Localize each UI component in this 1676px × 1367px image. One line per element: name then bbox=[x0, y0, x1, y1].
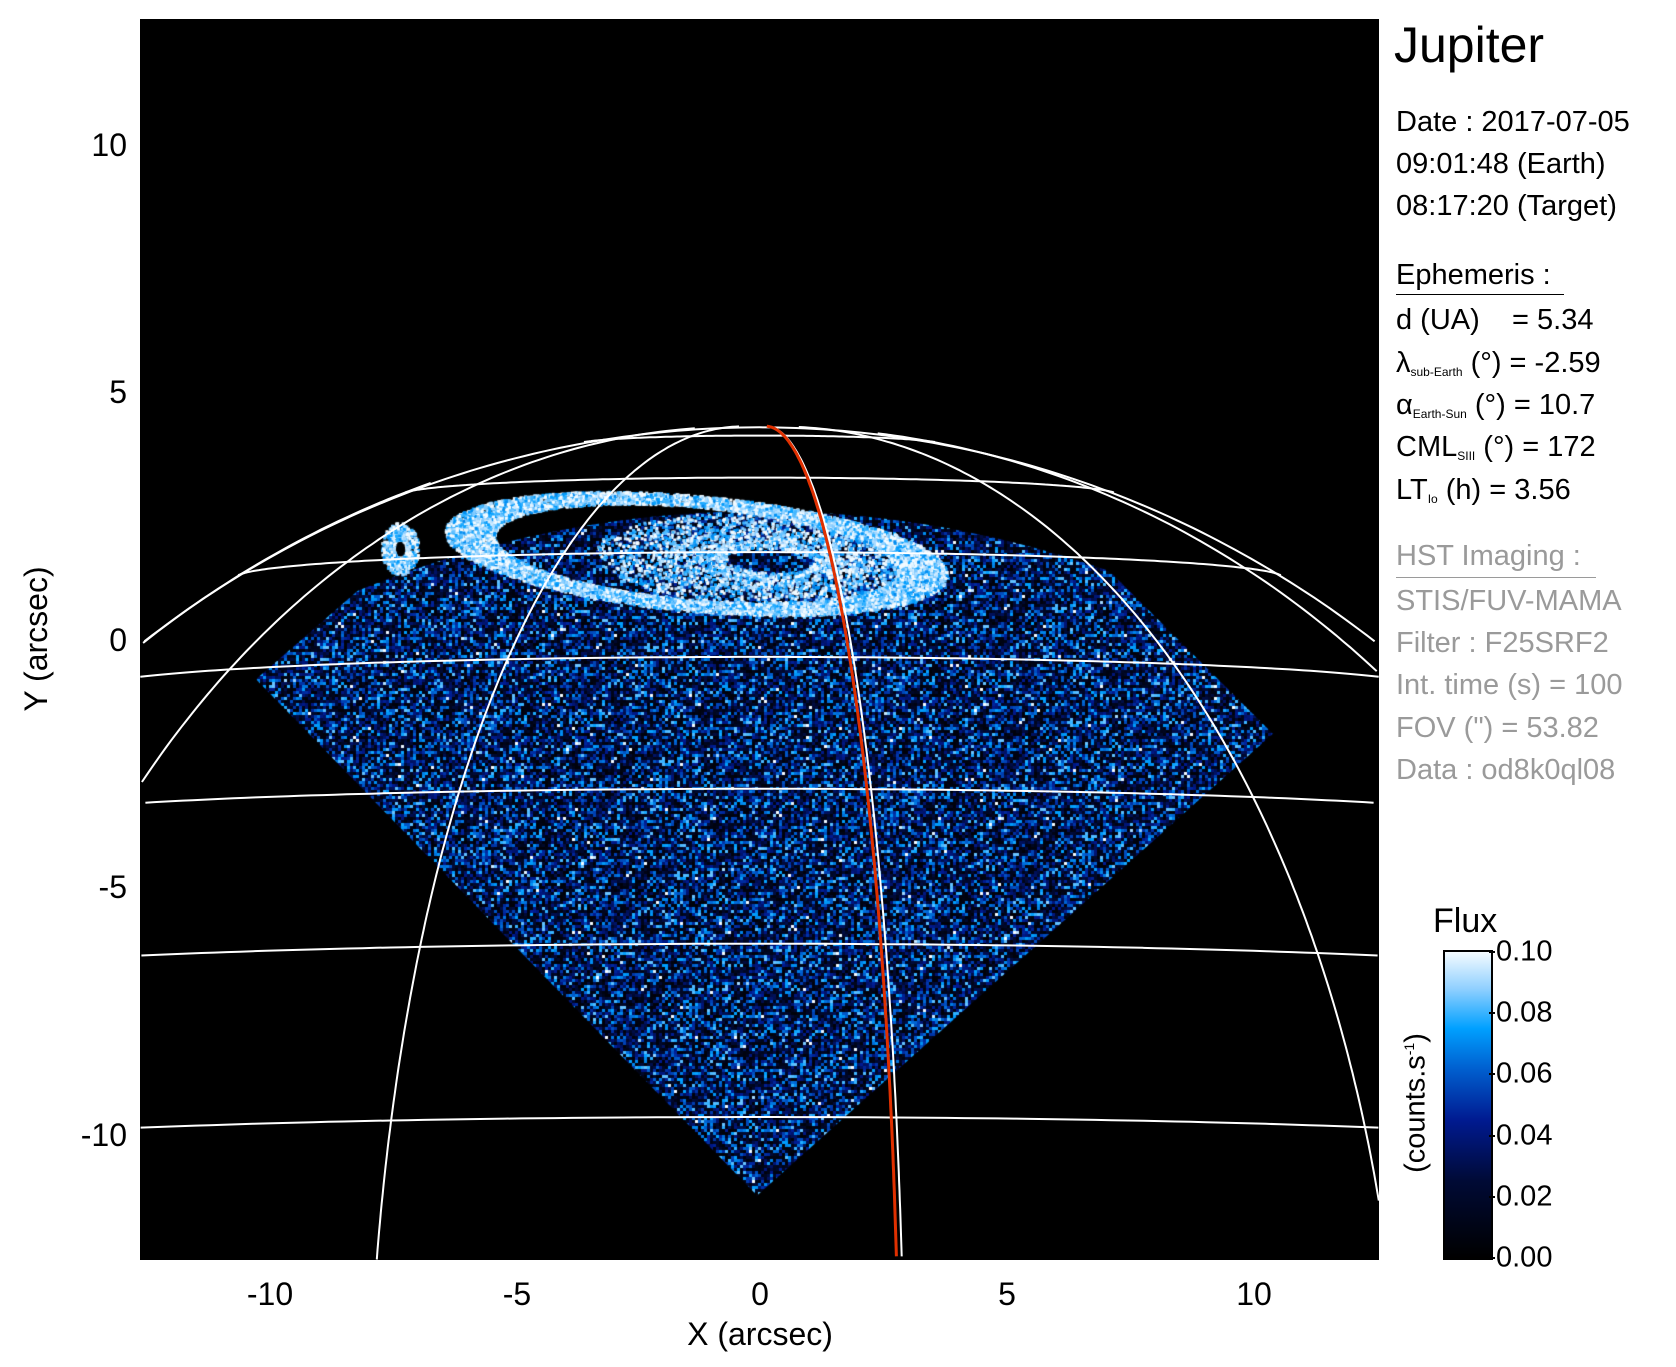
instrument-text: STIS/FUV-MAMA bbox=[1396, 585, 1622, 617]
y-tick-label: 0 bbox=[109, 622, 127, 658]
colorbar-tick bbox=[1489, 1134, 1495, 1137]
hst-header: HST Imaging : bbox=[1396, 540, 1581, 572]
auroral-image bbox=[140, 19, 1379, 1260]
ephemeris-underline bbox=[1396, 294, 1564, 295]
cml-meridian-line bbox=[766, 424, 898, 1257]
meridian-line bbox=[142, 482, 432, 644]
colorbar-tick bbox=[1489, 1257, 1495, 1259]
y-tick-label: 5 bbox=[109, 374, 127, 410]
ephemeris-header: Ephemeris : bbox=[1396, 259, 1551, 291]
x-tick-label: 0 bbox=[751, 1276, 769, 1312]
lambda-text: λsub-Earth (°) = -2.59 bbox=[1396, 347, 1601, 379]
hst-underline bbox=[1396, 577, 1596, 578]
y-axis-label: Y (arcsec) bbox=[18, 566, 54, 712]
colorbar-tick-label: 0.00 bbox=[1496, 1241, 1553, 1274]
latitude-line bbox=[404, 476, 1115, 494]
meridian-line bbox=[766, 425, 903, 1257]
latitude-line bbox=[145, 787, 1374, 804]
x-tick-label: -5 bbox=[502, 1276, 532, 1312]
colorbar-title: Flux bbox=[1433, 902, 1498, 940]
meridian-line bbox=[877, 432, 1378, 672]
data-id-text: Data : od8k0ql08 bbox=[1396, 754, 1616, 786]
meridian-line bbox=[141, 427, 695, 783]
colorbar bbox=[1443, 950, 1493, 1260]
colorbar-tick-label: 0.04 bbox=[1496, 1119, 1553, 1152]
x-axis-label: X (arcsec) bbox=[687, 1316, 833, 1352]
x-tick-label: 10 bbox=[1236, 1276, 1272, 1312]
latitude-line bbox=[140, 655, 1379, 678]
colorbar-tick-label: 0.06 bbox=[1496, 1057, 1553, 1090]
local-time-io-text: LTIo (h) = 3.56 bbox=[1396, 474, 1571, 506]
time-target-text: 08:17:20 (Target) bbox=[1396, 190, 1617, 222]
filter-text: Filter : F25SRF2 bbox=[1396, 627, 1609, 659]
colorbar-tick-label: 0.02 bbox=[1496, 1180, 1553, 1213]
int-time-text: Int. time (s) = 100 bbox=[1396, 669, 1623, 701]
colorbar-tick-label: 0.10 bbox=[1496, 935, 1553, 968]
time-earth-text: 09:01:48 (Earth) bbox=[1396, 148, 1606, 180]
cml-text: CMLSIII (°) = 172 bbox=[1396, 431, 1596, 463]
colorbar-tick bbox=[1489, 1073, 1495, 1076]
y-tick-label: -5 bbox=[98, 869, 127, 905]
planet-title: Jupiter bbox=[1394, 17, 1545, 73]
alpha-text: αEarth-Sun (°) = 10.7 bbox=[1396, 389, 1596, 421]
latitude-line bbox=[141, 942, 1378, 957]
distance-text: d (UA) = 5.34 bbox=[1396, 304, 1594, 336]
fov-text: FOV (") = 53.82 bbox=[1396, 712, 1599, 744]
x-tick-label: 5 bbox=[998, 1276, 1016, 1312]
colorbar-tick bbox=[1489, 1012, 1495, 1015]
date-text: Date : 2017-07-05 bbox=[1396, 106, 1630, 138]
colorbar-tick-label: 0.08 bbox=[1496, 996, 1553, 1029]
y-tick-label: -10 bbox=[80, 1117, 127, 1153]
colorbar-tick bbox=[1489, 951, 1495, 953]
x-tick-label: -10 bbox=[246, 1276, 294, 1312]
y-tick-label: 10 bbox=[91, 127, 127, 163]
latitude-line bbox=[140, 1116, 1379, 1129]
meridian-line bbox=[375, 425, 740, 1260]
latitude-line bbox=[237, 551, 1282, 577]
colorbar-unit-label: (counts.s-1) bbox=[1399, 1033, 1432, 1173]
colorbar-tick bbox=[1489, 1195, 1495, 1198]
meridian-line bbox=[798, 426, 1380, 1201]
